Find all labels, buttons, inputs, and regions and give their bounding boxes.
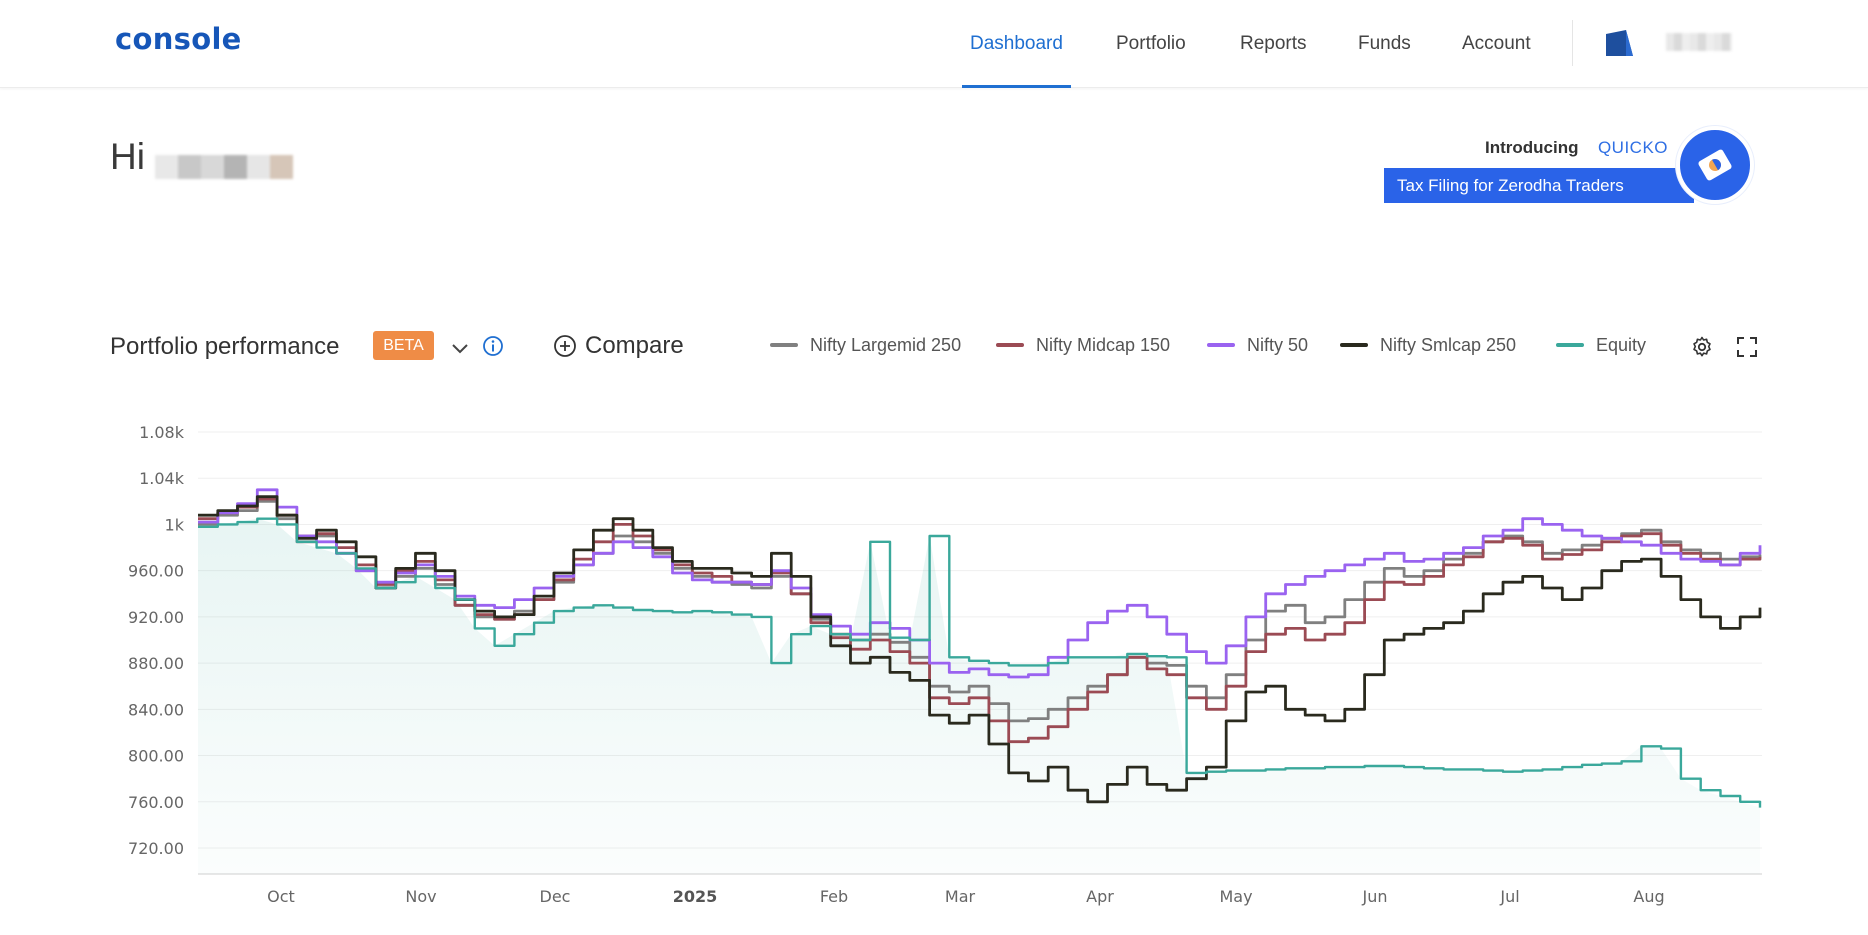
series-line-equity[interactable]: [198, 517, 1762, 808]
promo-intro-label: Introducing: [1484, 138, 1579, 157]
y-tick-label: 1.08k: [139, 423, 185, 442]
legend-swatch: [996, 343, 1024, 347]
top-navbar: console Dashboard Portfolio Reports Fund…: [0, 0, 1868, 88]
x-tick-label: Apr: [1086, 887, 1114, 906]
legend-item-equity[interactable]: Equity: [1556, 330, 1646, 360]
x-tick-label: May: [1219, 887, 1252, 906]
y-axis: 1.08k 1.04k 1k 960.00 920.00 880.00 840.00 800.…: [128, 423, 185, 858]
legend-item-midcap[interactable]: Nifty Midcap 150: [996, 330, 1170, 360]
portfolio-performance-title: Portfolio performance: [110, 333, 340, 360]
legend-label: Nifty Largemid 250: [810, 334, 962, 355]
y-tick-label: 720.00: [128, 839, 184, 858]
x-tick-label: Oct: [267, 887, 295, 906]
equity-area: [198, 518, 1760, 874]
nav-account[interactable]: Account: [1462, 33, 1531, 54]
greeting-text: Hi: [110, 136, 145, 177]
nav-divider: [1572, 20, 1573, 66]
x-tick-label: Feb: [820, 887, 848, 906]
x-tick-label: Nov: [405, 887, 436, 906]
x-tick-label: 2025: [673, 887, 718, 906]
legend-item-nifty50[interactable]: Nifty 50: [1207, 330, 1308, 360]
y-tick-label: 800.00: [128, 747, 184, 766]
legend-item-largemid[interactable]: Nifty Largemid 250: [770, 330, 961, 360]
y-tick-label: 920.00: [128, 608, 184, 627]
x-tick-label: Mar: [945, 887, 976, 906]
y-tick-label: 760.00: [128, 793, 184, 812]
legend-label: Nifty Smlcap 250: [1380, 334, 1517, 355]
console-logo[interactable]: console: [115, 22, 242, 56]
user-name-redacted: [155, 155, 293, 179]
beta-badge: BETA: [373, 331, 434, 360]
legend-label: Nifty 50: [1247, 334, 1309, 355]
promo-intro: Introducing QUICKO: [1485, 138, 1668, 158]
nav-portfolio[interactable]: Portfolio: [1116, 33, 1186, 54]
legend-swatch: [1556, 343, 1584, 347]
avatar-icon[interactable]: [1606, 30, 1633, 56]
chevron-down-icon[interactable]: [449, 337, 471, 359]
legend-label: Nifty Midcap 150: [1036, 334, 1171, 355]
legend-swatch: [1340, 343, 1368, 347]
quicko-promo[interactable]: Introducing QUICKO Tax Filing for Zerodh…: [1384, 126, 1754, 206]
quicko-badge-icon[interactable]: [1676, 126, 1754, 204]
quicko-brand: QUICKO: [1597, 138, 1668, 157]
legend-label: Equity: [1596, 334, 1647, 355]
x-tick-label: Dec: [540, 887, 571, 906]
legend-item-smlcap[interactable]: Nifty Smlcap 250: [1340, 330, 1516, 360]
fullscreen-icon[interactable]: [1735, 335, 1759, 359]
x-tick-label: Jun: [1362, 887, 1388, 906]
equity-area-fill: [198, 518, 1760, 874]
compare-button[interactable]: Compare: [553, 330, 684, 362]
nav-reports[interactable]: Reports: [1240, 33, 1307, 54]
series-line-nifty-midcap-150[interactable]: [198, 497, 1762, 744]
series-line-nifty-50[interactable]: [198, 488, 1762, 679]
x-tick-label: Jul: [1499, 887, 1519, 906]
compare-label: Compare: [585, 332, 684, 359]
nav-dashboard[interactable]: Dashboard: [962, 0, 1071, 88]
info-icon[interactable]: [482, 335, 504, 357]
y-tick-label: 1.04k: [139, 469, 185, 488]
chart-series: [198, 488, 1762, 808]
legend-swatch: [1207, 343, 1235, 347]
user-id-redacted[interactable]: [1666, 33, 1732, 51]
x-tick-label: Aug: [1633, 887, 1664, 906]
promo-banner[interactable]: Tax Filing for Zerodha Traders: [1384, 168, 1694, 203]
gear-icon[interactable]: [1690, 335, 1714, 359]
y-tick-label: 1k: [165, 515, 185, 534]
plus-circle-icon: [554, 335, 576, 357]
y-tick-label: 960.00: [128, 562, 184, 581]
legend-swatch: [770, 343, 798, 347]
y-tick-label: 880.00: [128, 654, 184, 673]
nav-funds[interactable]: Funds: [1358, 33, 1411, 54]
x-axis: Oct Nov Dec 2025 Feb Mar Apr May Jun Jul Aug: [267, 887, 1664, 906]
portfolio-performance-chart[interactable]: 1.08k 1.04k 1k 960.00 920.00 880.00 840.00 800.…: [0, 400, 1868, 920]
y-tick-label: 840.00: [128, 700, 184, 719]
